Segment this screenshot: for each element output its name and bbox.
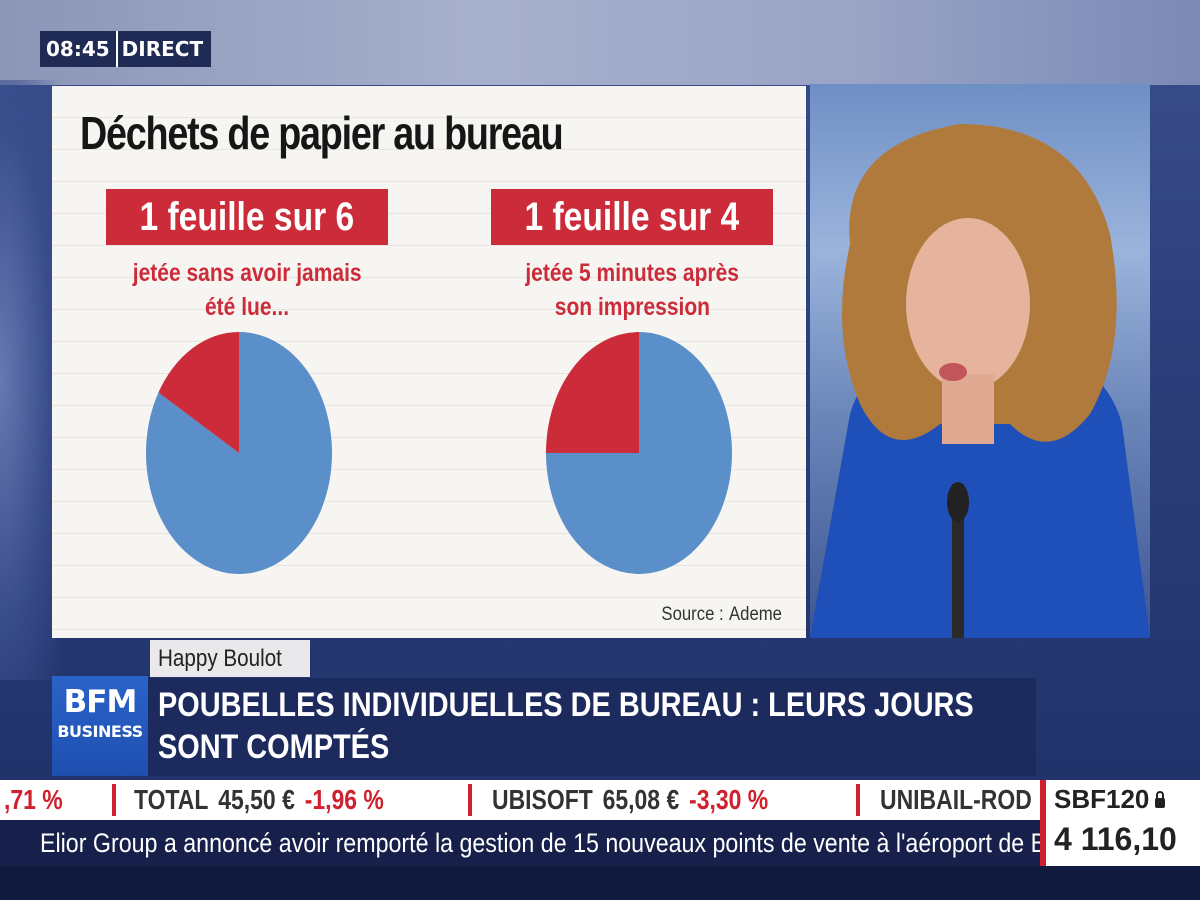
index-name: SBF120	[1054, 784, 1150, 814]
pie-chart-1	[146, 332, 332, 574]
ticker-name-2: UBISOFT	[492, 784, 593, 815]
pie-chart-2	[546, 332, 732, 574]
bottom-strip	[0, 866, 1200, 900]
ticker-change-1: -1,96 %	[304, 784, 384, 815]
ticker-change-0: ,71 %	[4, 784, 63, 815]
stat-title-1: 1 feuille sur 6	[139, 195, 355, 239]
ticker-item-2: UBISOFT 65,08 € -3,30 %	[492, 780, 829, 820]
headline-line2: SONT COMPTÉS	[158, 728, 390, 766]
headline-banner: POUBELLES INDIVIDUELLES DE BUREAU : LEUR…	[148, 678, 1036, 776]
source-value: Ademe	[729, 604, 782, 625]
index-box: SBF120 4 116,10	[1040, 780, 1200, 866]
pie-slice-red	[158, 332, 239, 453]
clock-time: 08:45	[40, 31, 116, 67]
stat-desc-1-line1: jetée sans avoir jamais	[132, 259, 362, 287]
headline-line1: POUBELLES INDIVIDUELLES DE BUREAU : LEUR…	[158, 686, 974, 724]
stock-ticker: ,71 % TOTAL 45,50 € -1,96 % UBISOFT 65,0…	[0, 780, 1040, 820]
live-label: DIRECT	[115, 31, 212, 67]
channel-logo: BFM BUSINESS	[52, 676, 148, 776]
ticker-item-1: TOTAL 45,50 € -1,96 %	[134, 780, 439, 820]
presenter-illustration	[810, 124, 1150, 638]
chart-panel: Déchets de papier au bureau 1 feuille su…	[52, 86, 806, 638]
ticker-separator	[468, 784, 472, 816]
pie-slice-red	[546, 332, 639, 453]
background-left	[0, 80, 60, 680]
chart-title: Déchets de papier au bureau	[80, 107, 564, 159]
stat-title-2: 1 feuille sur 4	[524, 195, 740, 239]
logo-line1: BFM	[63, 684, 138, 720]
stat-box-1: 1 feuille sur 6	[106, 189, 388, 245]
ticker-item-3: UNIBAIL-ROD	[880, 780, 1040, 820]
ticker-name-3: UNIBAIL-ROD	[880, 784, 1032, 815]
ticker-separator	[112, 784, 116, 816]
presenter-video	[810, 84, 1150, 638]
ticker-price-1: 45,50 €	[218, 784, 295, 815]
index-name-row: SBF120	[1054, 784, 1200, 815]
chart-source: Source : Ademe	[661, 604, 782, 626]
logo-line2: BUSINESS	[57, 722, 143, 741]
ticker-name-1: TOTAL	[134, 784, 209, 815]
lock-icon	[1155, 790, 1166, 808]
stat-desc-2-line1: jetée 5 minutes après	[525, 259, 739, 287]
live-clock: 08:45 DIRECT	[40, 31, 212, 67]
stat-box-2: 1 feuille sur 4	[491, 189, 773, 245]
news-text: Elior Group a annoncé avoir remporté la …	[40, 828, 1040, 858]
stat-desc-2-line2: son impression	[554, 293, 710, 321]
index-value: 4 116,10	[1054, 821, 1177, 857]
source-label: Source :	[661, 604, 724, 625]
stat-desc-1: jetée sans avoir jamais été lue...	[106, 256, 388, 324]
ticker-price-2: 65,08 €	[602, 784, 680, 815]
show-name-tag: Happy Boulot	[150, 640, 310, 677]
stat-desc-1-line2: été lue...	[204, 293, 290, 321]
stat-desc-2: jetée 5 minutes après son impression	[491, 256, 773, 324]
news-crawl: Elior Group a annoncé avoir remporté la …	[0, 820, 1040, 866]
ticker-separator	[856, 784, 860, 816]
ticker-item-0: ,71 %	[4, 780, 76, 820]
ticker-change-2: -3,30 %	[689, 784, 769, 815]
show-name: Happy Boulot	[158, 645, 282, 672]
